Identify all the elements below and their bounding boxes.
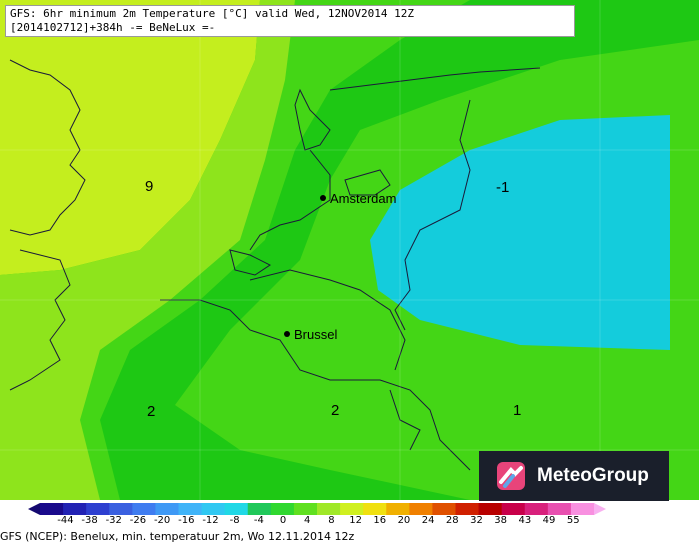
scale-swatch (63, 503, 87, 515)
scale-swatch (501, 503, 526, 515)
scale-tick-label: -12 (202, 515, 219, 526)
scale-swatch (478, 503, 503, 515)
scale-tick-label: 38 (494, 515, 508, 526)
scale-swatch (270, 503, 295, 515)
scale-swatch (109, 503, 133, 515)
city-brussel: Brussel (284, 327, 337, 342)
temperature-map: Amsterdam Brussel 9 -1 2 2 1 (0, 0, 699, 500)
zone-light-green (0, 0, 295, 500)
scale-tick-label: -8 (229, 515, 240, 526)
zone-bright-green (100, 0, 699, 500)
contour-label: 1 (513, 402, 521, 419)
scale-tick-label: -20 (153, 515, 171, 526)
scale-tick-label: -38 (81, 515, 98, 526)
scale-tick-label: 43 (518, 515, 532, 526)
meteogroup-logo-icon (497, 462, 525, 490)
scale-tick-label: 16 (373, 515, 387, 526)
meteogroup-logo-text: MeteoGroup (537, 465, 649, 486)
scale-swatch (409, 503, 433, 515)
scale-tick-label: 8 (328, 515, 335, 526)
map-title: GFS: 6hr minimum 2m Temperature [°C] val… (10, 7, 414, 20)
city-marker (320, 195, 326, 201)
scale-tick-label: -26 (129, 515, 147, 526)
scale-swatch (432, 503, 456, 515)
scale-swatch (386, 503, 410, 515)
scale-swatch (40, 503, 64, 515)
graticule (0, 0, 699, 500)
scale-swatch (570, 503, 595, 515)
scale-tick-label: 0 (279, 515, 287, 526)
city-amsterdam: Amsterdam (320, 191, 396, 206)
scale-swatch (224, 503, 249, 515)
contour-label: 2 (331, 402, 339, 419)
scale-swatch (317, 503, 341, 515)
meteogroup-logo: MeteoGroup (479, 451, 669, 501)
map-run-info: [2014102712]+384h -= BeNeLux =- (10, 21, 216, 34)
scale-tick-label: 32 (470, 515, 483, 526)
map-title-box: GFS: 6hr minimum 2m Temperature [°C] val… (5, 5, 575, 37)
contour-label: 2 (147, 403, 155, 420)
scale-tick-label: 49 (542, 515, 556, 526)
scale-tick-label: 24 (421, 515, 435, 526)
caption: GFS (NCEP): Benelux, min. temperatuur 2m… (0, 530, 355, 543)
zone-cyan (370, 115, 670, 350)
scale-tick-label: 12 (349, 515, 362, 526)
scale-tick-label: 4 (304, 515, 311, 526)
scale-swatch (340, 503, 364, 515)
scale-arrow-left (28, 503, 40, 515)
scale-swatch (201, 503, 226, 515)
coastlines (9, 59, 541, 471)
scale-tick-label: 28 (445, 515, 459, 526)
contour-label: -1 (496, 179, 509, 196)
temperature-scale-labels: -44 -38 -32 -26 -20 -16 -12 -8 -4 0 4 8 12 16 20 24 28 32… (28, 515, 606, 527)
scale-tick-label: -16 (178, 515, 195, 526)
scale-swatch (132, 503, 156, 515)
scale-swatch (363, 503, 387, 515)
temperature-color-scale (28, 503, 606, 515)
scale-tick-label: -44 (57, 515, 74, 526)
scale-tick-label: -32 (105, 515, 122, 526)
scale-tick-label: -4 (253, 515, 264, 526)
scale-swatch (455, 503, 480, 515)
city-label: Brussel (294, 327, 337, 342)
city-label: Amsterdam (330, 191, 396, 206)
city-marker (284, 331, 290, 337)
scale-swatch (178, 503, 203, 515)
scale-swatch (293, 503, 318, 515)
contour-label: 9 (145, 178, 153, 195)
scale-swatch (155, 503, 179, 515)
scale-arrow-right (594, 503, 606, 515)
scale-swatch (524, 503, 549, 515)
scale-swatch (547, 503, 572, 515)
scale-swatch (86, 503, 110, 515)
scale-swatch (247, 503, 272, 515)
scale-tick-label: 55 (566, 515, 580, 526)
scale-tick-label: 20 (397, 515, 411, 526)
zone-yellow-green (0, 0, 260, 275)
